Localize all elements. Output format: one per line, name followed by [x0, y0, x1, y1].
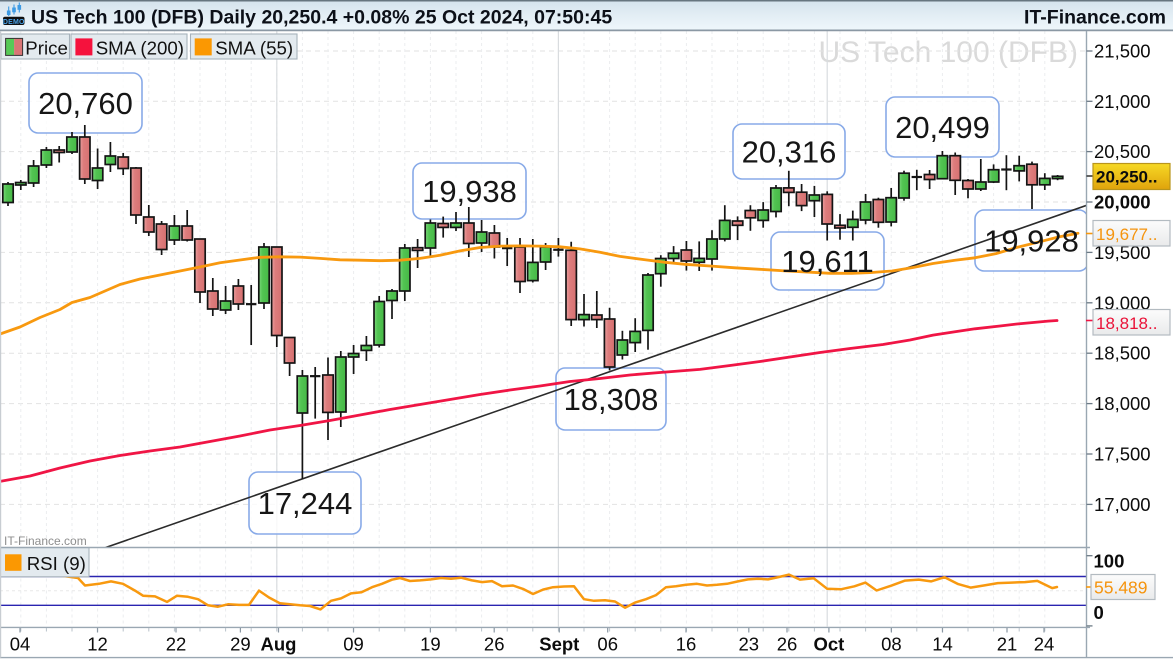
- svg-text:US Tech 100 (DFB): US Tech 100 (DFB): [818, 36, 1078, 69]
- svg-text:Sept: Sept: [539, 634, 579, 655]
- svg-text:26: 26: [777, 634, 798, 655]
- svg-text:20,499: 20,499: [895, 110, 990, 145]
- svg-text:19,611: 19,611: [781, 244, 874, 279]
- svg-text:Oct: Oct: [813, 634, 844, 655]
- svg-text:14: 14: [932, 634, 953, 655]
- svg-text:20,760: 20,760: [38, 86, 133, 121]
- svg-text:19: 19: [420, 634, 441, 655]
- svg-text:IT-Finance.com: IT-Finance.com: [4, 534, 87, 548]
- svg-text:19,000: 19,000: [1094, 292, 1151, 313]
- svg-text:21: 21: [997, 634, 1018, 655]
- svg-text:IT-Finance.com: IT-Finance.com: [1024, 7, 1166, 29]
- svg-text:Price: Price: [25, 38, 68, 59]
- svg-text:20,316: 20,316: [742, 135, 837, 170]
- svg-text:17,000: 17,000: [1094, 494, 1151, 515]
- svg-text:12: 12: [87, 634, 108, 655]
- svg-text:0: 0: [1094, 602, 1104, 623]
- svg-text:21,000: 21,000: [1094, 91, 1151, 112]
- svg-text:22: 22: [166, 634, 187, 655]
- svg-text:DEMO: DEMO: [3, 19, 25, 26]
- svg-text:09: 09: [343, 634, 364, 655]
- svg-text:17,500: 17,500: [1094, 444, 1151, 465]
- svg-text:26: 26: [484, 634, 505, 655]
- svg-text:19,938: 19,938: [422, 174, 517, 209]
- svg-text:20,000: 20,000: [1094, 192, 1151, 213]
- svg-text:100: 100: [1094, 551, 1125, 572]
- svg-text:23: 23: [739, 634, 760, 655]
- svg-text:29: 29: [230, 634, 251, 655]
- svg-text:04: 04: [10, 634, 31, 655]
- svg-text:19,677..: 19,677..: [1096, 225, 1157, 244]
- svg-text:17,244: 17,244: [258, 486, 353, 521]
- svg-text:18,818..: 18,818..: [1096, 314, 1157, 333]
- svg-text:SMA (55): SMA (55): [215, 38, 293, 59]
- svg-text:06: 06: [597, 634, 618, 655]
- svg-text:16: 16: [676, 634, 697, 655]
- svg-text:18,308: 18,308: [564, 382, 659, 417]
- svg-text:RSI (9): RSI (9): [27, 553, 86, 574]
- svg-text:18,500: 18,500: [1094, 343, 1151, 364]
- svg-text:US Tech 100 (DFB) Daily 20,250: US Tech 100 (DFB) Daily 20,250.4 +0.08% …: [31, 7, 612, 29]
- svg-text:55.489: 55.489: [1094, 578, 1148, 598]
- svg-text:24: 24: [1034, 634, 1055, 655]
- svg-text:20,250..: 20,250..: [1096, 168, 1157, 187]
- svg-text:Aug: Aug: [261, 634, 297, 655]
- svg-text:20,500: 20,500: [1094, 141, 1151, 162]
- svg-text:19,928: 19,928: [984, 224, 1079, 259]
- svg-text:SMA (200): SMA (200): [96, 38, 184, 59]
- svg-text:19,500: 19,500: [1094, 242, 1151, 263]
- svg-text:21,500: 21,500: [1094, 41, 1151, 62]
- svg-text:18,000: 18,000: [1094, 393, 1151, 414]
- svg-text:08: 08: [881, 634, 902, 655]
